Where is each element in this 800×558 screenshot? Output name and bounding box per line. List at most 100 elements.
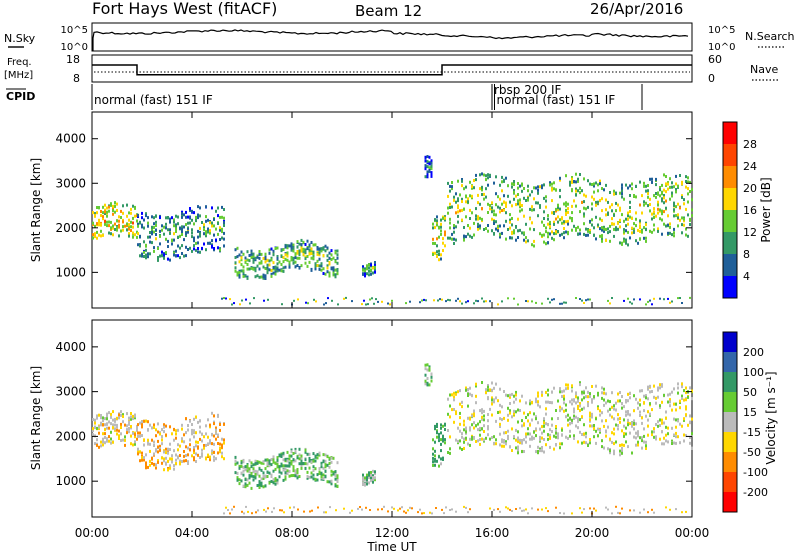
scatter-cell xyxy=(601,239,603,243)
scatter-cell xyxy=(362,265,364,269)
power-colorbar-swatch xyxy=(723,122,737,145)
scatter-cell xyxy=(687,423,689,427)
scatter-cell xyxy=(469,180,471,184)
scatter-cell xyxy=(318,251,321,255)
scatter-cell xyxy=(495,396,497,400)
scatter-cell xyxy=(282,453,285,457)
power-colorbar-swatch xyxy=(723,232,737,255)
scatter-cell xyxy=(561,390,563,394)
velocity-scatter xyxy=(92,363,693,515)
scatter-cell xyxy=(322,272,325,275)
scatter-cell xyxy=(579,232,581,236)
scatter-cell xyxy=(481,427,483,431)
scatter-cell xyxy=(551,236,553,240)
scatter-cell xyxy=(442,237,444,241)
scatter-cell xyxy=(442,438,444,442)
scatter-cell xyxy=(669,177,671,181)
scatter-cell xyxy=(290,246,293,250)
scatter-cell xyxy=(659,217,661,221)
scatter-cell xyxy=(575,228,577,232)
scatter-cell xyxy=(151,241,153,245)
scatter-cell xyxy=(665,175,667,178)
scatter-cell xyxy=(293,299,295,302)
scatter-cell xyxy=(523,411,525,415)
scatter-cell xyxy=(149,235,151,239)
scatter-cell xyxy=(436,237,438,241)
scatter-cell xyxy=(657,207,659,211)
scatter-cell xyxy=(112,410,114,414)
scatter-cell xyxy=(499,183,501,187)
scatter-cell xyxy=(163,225,165,229)
scatter-cell xyxy=(579,383,581,387)
scatter-cell xyxy=(173,467,175,471)
scatter-cell xyxy=(635,422,637,426)
scatter-cell xyxy=(599,409,601,413)
scatter-cell xyxy=(252,267,255,271)
scatter-cell xyxy=(181,227,183,231)
scatter-cell xyxy=(571,177,573,181)
scatter-cell xyxy=(513,231,515,235)
scatter-cell xyxy=(461,184,463,188)
scatter-cell xyxy=(128,430,130,434)
scatter-cell xyxy=(487,211,489,214)
scatter-cell xyxy=(219,450,221,454)
scatter-cell xyxy=(234,256,237,259)
scatter-cell xyxy=(185,431,187,435)
scatter-cell xyxy=(621,446,623,450)
scatter-cell xyxy=(153,440,155,444)
scatter-cell xyxy=(633,509,635,512)
scatter-cell xyxy=(487,173,489,177)
scatter-cell xyxy=(683,223,685,227)
scatter-cell xyxy=(539,438,541,442)
scatter-cell xyxy=(145,248,147,252)
scatter-cell xyxy=(177,428,179,432)
scatter-cell xyxy=(469,416,471,420)
scatter-cell xyxy=(513,297,515,300)
scatter-cell xyxy=(112,226,114,230)
scatter-cell xyxy=(531,300,533,303)
scatter-cell xyxy=(541,186,543,190)
scatter-cell xyxy=(449,299,451,302)
scatter-cell xyxy=(298,249,301,253)
scatter-cell xyxy=(645,440,647,444)
scatter-cell xyxy=(649,203,651,206)
scatter-cell xyxy=(141,434,143,437)
scatter-cell xyxy=(264,267,267,270)
scatter-cell xyxy=(324,474,327,478)
scatter-cell xyxy=(173,220,175,224)
scatter-cell xyxy=(577,398,579,402)
noise-sky-line xyxy=(92,29,689,51)
scatter-cell xyxy=(290,248,293,252)
scatter-cell xyxy=(177,254,179,258)
scatter-cell xyxy=(667,214,669,218)
scatter-cell xyxy=(507,406,509,410)
scatter-cell xyxy=(421,512,423,515)
scatter-cell xyxy=(322,267,325,271)
scatter-cell xyxy=(114,423,116,427)
scatter-cell xyxy=(179,459,181,463)
scatter-cell xyxy=(124,423,126,427)
scatter-cell xyxy=(102,419,104,423)
scatter-cell xyxy=(234,261,237,265)
scatter-cell xyxy=(362,481,364,485)
scatter-cell xyxy=(493,386,495,390)
scatter-cell xyxy=(334,470,337,474)
scatter-cell xyxy=(132,235,134,239)
scatter-cell xyxy=(436,255,438,258)
scatter-cell xyxy=(565,230,567,234)
scatter-cell xyxy=(283,511,285,514)
scatter-cell xyxy=(553,232,555,236)
scatter-cell xyxy=(619,208,621,212)
scatter-cell xyxy=(92,433,94,437)
scatter-cell xyxy=(221,445,223,449)
scatter-cell xyxy=(234,455,237,459)
scatter-cell xyxy=(495,213,497,217)
scatter-cell xyxy=(647,410,649,414)
scatter-cell xyxy=(479,224,481,228)
scatter-cell xyxy=(336,474,339,478)
scatter-cell xyxy=(447,298,449,301)
velocity-colorbar-swatch xyxy=(723,452,737,473)
scatter-cell xyxy=(290,474,293,478)
scatter-cell xyxy=(621,406,623,410)
